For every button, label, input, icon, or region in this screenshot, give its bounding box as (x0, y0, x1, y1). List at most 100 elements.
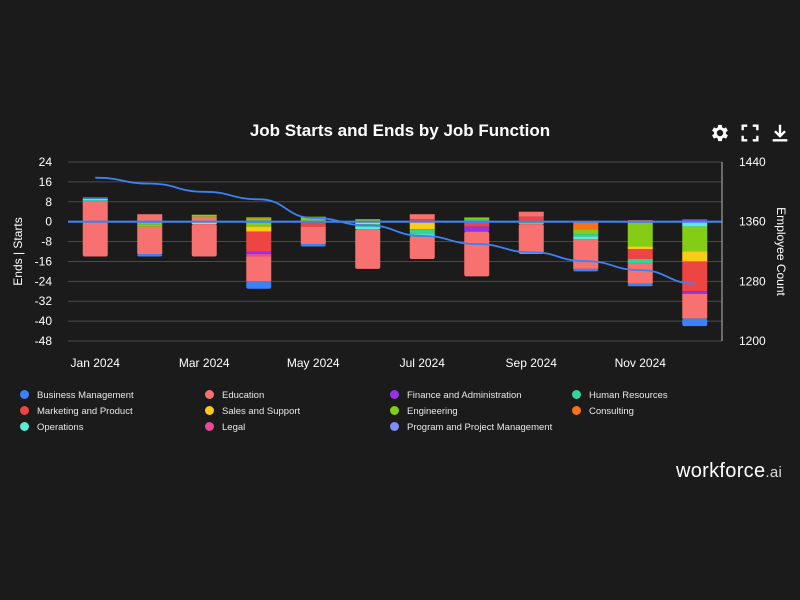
bar-segment-start (246, 218, 272, 221)
legend-dot (205, 405, 214, 415)
legend-dot (390, 389, 399, 399)
bar-segment-end (246, 251, 272, 254)
legend-label: Consulting (589, 406, 634, 417)
bar-segment-start (300, 216, 326, 222)
bar-segment-end (627, 258, 653, 264)
legend-item[interactable]: Marketing and Product (20, 405, 133, 417)
bar-segment-end (627, 263, 653, 284)
bar-segment-end (573, 268, 599, 272)
bar-segment-end (573, 236, 599, 240)
legend-label: Marketing and Product (37, 406, 133, 417)
bar-segment-end (246, 221, 272, 227)
y-tick-label-left: -32 (35, 294, 53, 308)
bar-segment-end (627, 246, 653, 250)
bar-segment-end (464, 226, 490, 232)
x-tick-label: Jan 2024 (71, 356, 121, 370)
legend-label: Education (222, 390, 265, 401)
bar-segment-end (300, 244, 326, 247)
x-tick-label: Nov 2024 (615, 356, 667, 370)
y-tick-label-right: 1360 (739, 215, 766, 229)
legend-item[interactable]: Human Resources (572, 389, 668, 401)
x-tick-label: Sep 2024 (506, 356, 558, 370)
bar-segment-start (137, 214, 163, 222)
legend-item[interactable]: Sales and Support (205, 405, 300, 417)
bar-segment-start (82, 200, 108, 202)
bar-segment-end (682, 251, 708, 262)
bar-segment-end (682, 293, 708, 319)
bar-segment-end (409, 221, 435, 230)
bar-segment-end (682, 221, 708, 227)
bar-segment-end (518, 224, 544, 254)
chart-toolbar (709, 122, 791, 144)
gear-icon[interactable] (709, 122, 731, 144)
bar-segment-start (518, 211, 544, 217)
bar-segment-start (82, 197, 108, 199)
bar-segment-end (682, 261, 708, 292)
legend-item[interactable]: Legal (205, 421, 246, 433)
bar-segment-start (246, 217, 272, 219)
bar-segment-end (137, 253, 163, 257)
y-tick-label-left: 24 (39, 155, 53, 169)
y-tick-label-left: -48 (35, 334, 53, 348)
legend-dot (20, 421, 29, 431)
bar-segment-end (627, 221, 653, 247)
legend-label: Legal (222, 422, 246, 433)
bar-segment-end (409, 236, 435, 259)
bar-segment-end (137, 226, 163, 254)
legend-item[interactable]: Engineering (390, 405, 458, 417)
employee-count-line (95, 176, 695, 285)
bar-segment-end (300, 221, 326, 227)
x-tick-label: Mar 2024 (179, 356, 230, 370)
bar-segment-end (137, 224, 163, 227)
legend-item[interactable]: Education (205, 389, 265, 401)
bar-segment-end (682, 226, 708, 252)
bar-segment-start (464, 217, 490, 220)
bar-segment-end (464, 221, 490, 227)
bar-segment-end (518, 221, 544, 225)
bar-segment-start (82, 201, 108, 222)
legend-dot (390, 405, 399, 415)
bar-segment-end (573, 221, 599, 230)
legend-dot (20, 389, 29, 399)
bar-segment-start (682, 219, 708, 222)
fullscreen-icon[interactable] (739, 122, 761, 144)
bar-segment-end (573, 234, 599, 237)
legend-item[interactable]: Program and Project Management (390, 421, 553, 433)
legend-dot (572, 389, 581, 399)
bar-segment-end (573, 239, 599, 269)
y-tick-label-left: 16 (39, 175, 53, 189)
legend-item[interactable]: Business Management (20, 389, 134, 401)
legend-label: Program and Project Management (407, 422, 553, 433)
legend-item[interactable]: Operations (20, 421, 84, 433)
legend-item[interactable]: Consulting (572, 405, 634, 417)
legend-dot (572, 405, 581, 415)
legend-dot (20, 405, 29, 415)
legend-label: Business Management (37, 390, 134, 401)
legend-dot (205, 389, 214, 399)
bar-segment-end (246, 253, 272, 257)
y-tick-label-right: 1440 (739, 155, 766, 169)
legend-item[interactable]: Finance and Administration (390, 389, 522, 401)
y-axis-title-left: Ends | Starts (11, 217, 25, 285)
y-tick-label-right: 1200 (739, 334, 766, 348)
bar-segment-start (464, 219, 490, 221)
y-tick-label-left: 0 (45, 215, 52, 229)
bar-segment-end (246, 281, 272, 289)
bar-segment-end (464, 231, 490, 277)
bar-segment-end (355, 226, 381, 230)
bar-segment-end (246, 256, 272, 282)
bar-segment-start (409, 214, 435, 220)
y-tick-label-left: 8 (45, 195, 52, 209)
bar-segment-start (409, 219, 435, 222)
bar-segment-end (82, 221, 108, 257)
bar-segment-end (409, 229, 435, 235)
download-icon[interactable] (769, 122, 791, 144)
legend-label: Engineering (407, 406, 458, 417)
y-tick-label-left: -40 (35, 314, 53, 328)
bar-segment-end (355, 221, 381, 225)
bar-segment-start (518, 216, 544, 222)
y-tick-label-left: -16 (35, 254, 53, 268)
y-tick-label-left: -24 (35, 274, 53, 288)
y-tick-label-right: 1280 (739, 274, 766, 288)
legend-label: Operations (37, 422, 84, 433)
